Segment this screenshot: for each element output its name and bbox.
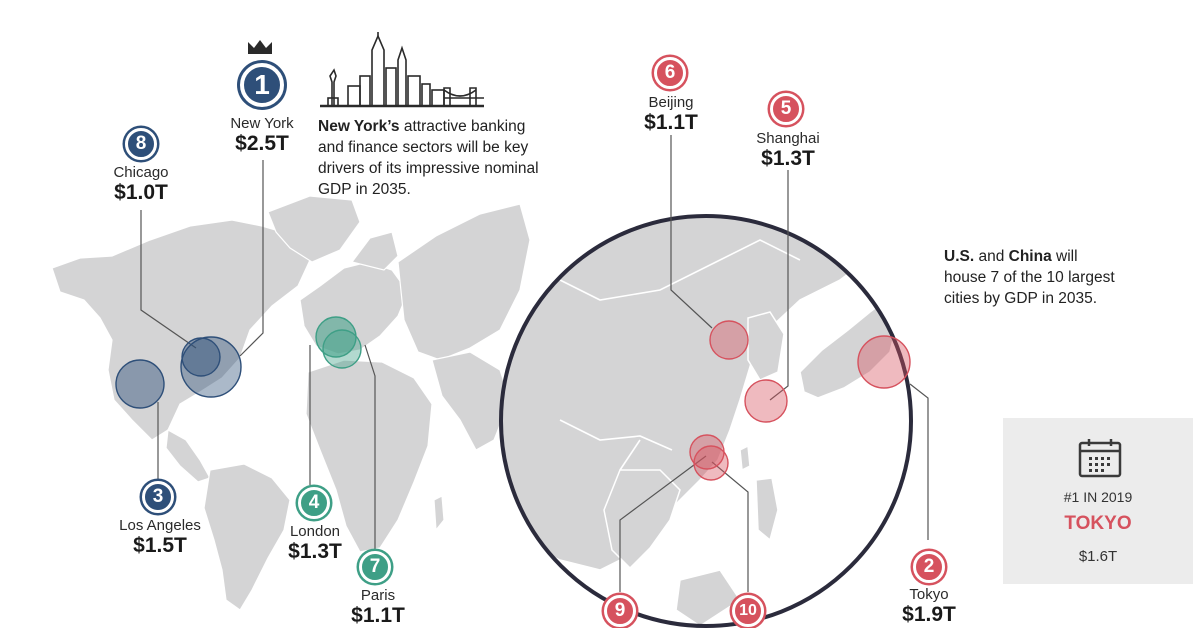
- note-bold-us: U.S.: [944, 248, 975, 265]
- bubble-los-angeles: [115, 359, 165, 409]
- city-name: Shanghai: [756, 130, 820, 147]
- city-name: Tokyo: [909, 586, 949, 603]
- rank-badge-ninth: 9: [604, 595, 636, 627]
- leader-lines: [140, 135, 929, 592]
- city-label-tokyo: Tokyo $1.9T: [902, 586, 956, 626]
- box-label: #1 IN 2019: [1063, 489, 1133, 505]
- greenland-land: [267, 195, 361, 263]
- north-america-land: [51, 219, 311, 441]
- city-gdp: $1.3T: [761, 147, 815, 170]
- crown-icon: [248, 40, 272, 54]
- rank-badge-los-angeles: 3: [142, 481, 174, 513]
- city-gdp: $2.5T: [235, 132, 289, 155]
- note-bold-china: China: [1008, 248, 1052, 265]
- central-america-land: [165, 429, 211, 483]
- scandinavia-land: [350, 231, 399, 271]
- calendar-icon: [1078, 439, 1122, 478]
- city-label-chicago: Chicago $1.0T: [113, 164, 168, 204]
- city-gdp: $1.5T: [133, 534, 187, 557]
- note-text: will house 7 of the 10 largest cities by…: [944, 248, 1115, 307]
- city-gdp: $1.0T: [114, 181, 168, 204]
- city-name: Paris: [360, 587, 396, 604]
- africa-land: [305, 359, 433, 553]
- bubble-beijing: [709, 320, 749, 360]
- city-gdp: $1.1T: [644, 111, 698, 134]
- bubble-shanghai: [744, 379, 788, 423]
- note-bold: New York’s: [318, 118, 400, 135]
- rank-badge-paris: 7: [359, 551, 391, 583]
- city-name: London: [289, 523, 341, 540]
- zoom-circle-ring: [499, 214, 913, 628]
- south-asia-land: [431, 351, 511, 451]
- bubble-tenth: [693, 445, 729, 481]
- rank-badge-london: 4: [298, 487, 330, 519]
- new-york-skyline-icon: [320, 32, 484, 108]
- rank-badge-shanghai: 5: [770, 93, 802, 125]
- city-name: Beijing: [648, 94, 694, 111]
- city-label-paris: Paris $1.1T: [351, 587, 405, 627]
- city-label-new-york: New York $2.5T: [230, 115, 293, 155]
- city-label-beijing: Beijing $1.1T: [644, 94, 698, 134]
- bubble-chicago: [181, 337, 221, 377]
- box-value: $1.6T: [1078, 548, 1118, 565]
- note-and: and: [974, 248, 1009, 265]
- asia-west-land: [397, 203, 531, 361]
- rank-badge-beijing: 6: [654, 57, 686, 89]
- rank-badge-chicago: 8: [125, 128, 157, 160]
- rank-badge-new-york: 1: [240, 63, 284, 107]
- city-bubbles: [115, 316, 911, 481]
- us-china-note: U.S. and China will house 7 of the 10 la…: [944, 246, 1124, 309]
- bubble-paris: [322, 329, 362, 369]
- madagascar-land: [433, 495, 445, 532]
- bubble-tokyo: [857, 335, 911, 389]
- city-name: Los Angeles: [119, 517, 201, 534]
- city-label-shanghai: Shanghai $1.3T: [756, 130, 819, 170]
- city-gdp: $1.1T: [351, 604, 405, 627]
- city-gdp: $1.9T: [902, 603, 956, 626]
- rank-badge-tenth: 10: [732, 595, 764, 627]
- zoom-land: [501, 216, 911, 626]
- city-label-los-angeles: Los Angeles $1.5T: [119, 517, 201, 557]
- box-city: TOKYO: [1064, 513, 1132, 534]
- city-name: Chicago: [113, 164, 169, 181]
- south-america-land: [203, 463, 291, 611]
- bubble-new-york: [180, 336, 242, 398]
- city-name: New York: [230, 115, 294, 132]
- note-text: attractive banking and finance sectors w…: [318, 118, 539, 198]
- rank-badge-tokyo: 2: [913, 551, 945, 583]
- city-label-london: London $1.3T: [288, 523, 342, 563]
- new-york-note: New York’s attractive banking and financ…: [318, 116, 540, 200]
- top-2019-box: #1 IN 2019 TOKYO $1.6T: [1003, 418, 1193, 584]
- city-gdp: $1.3T: [288, 540, 342, 563]
